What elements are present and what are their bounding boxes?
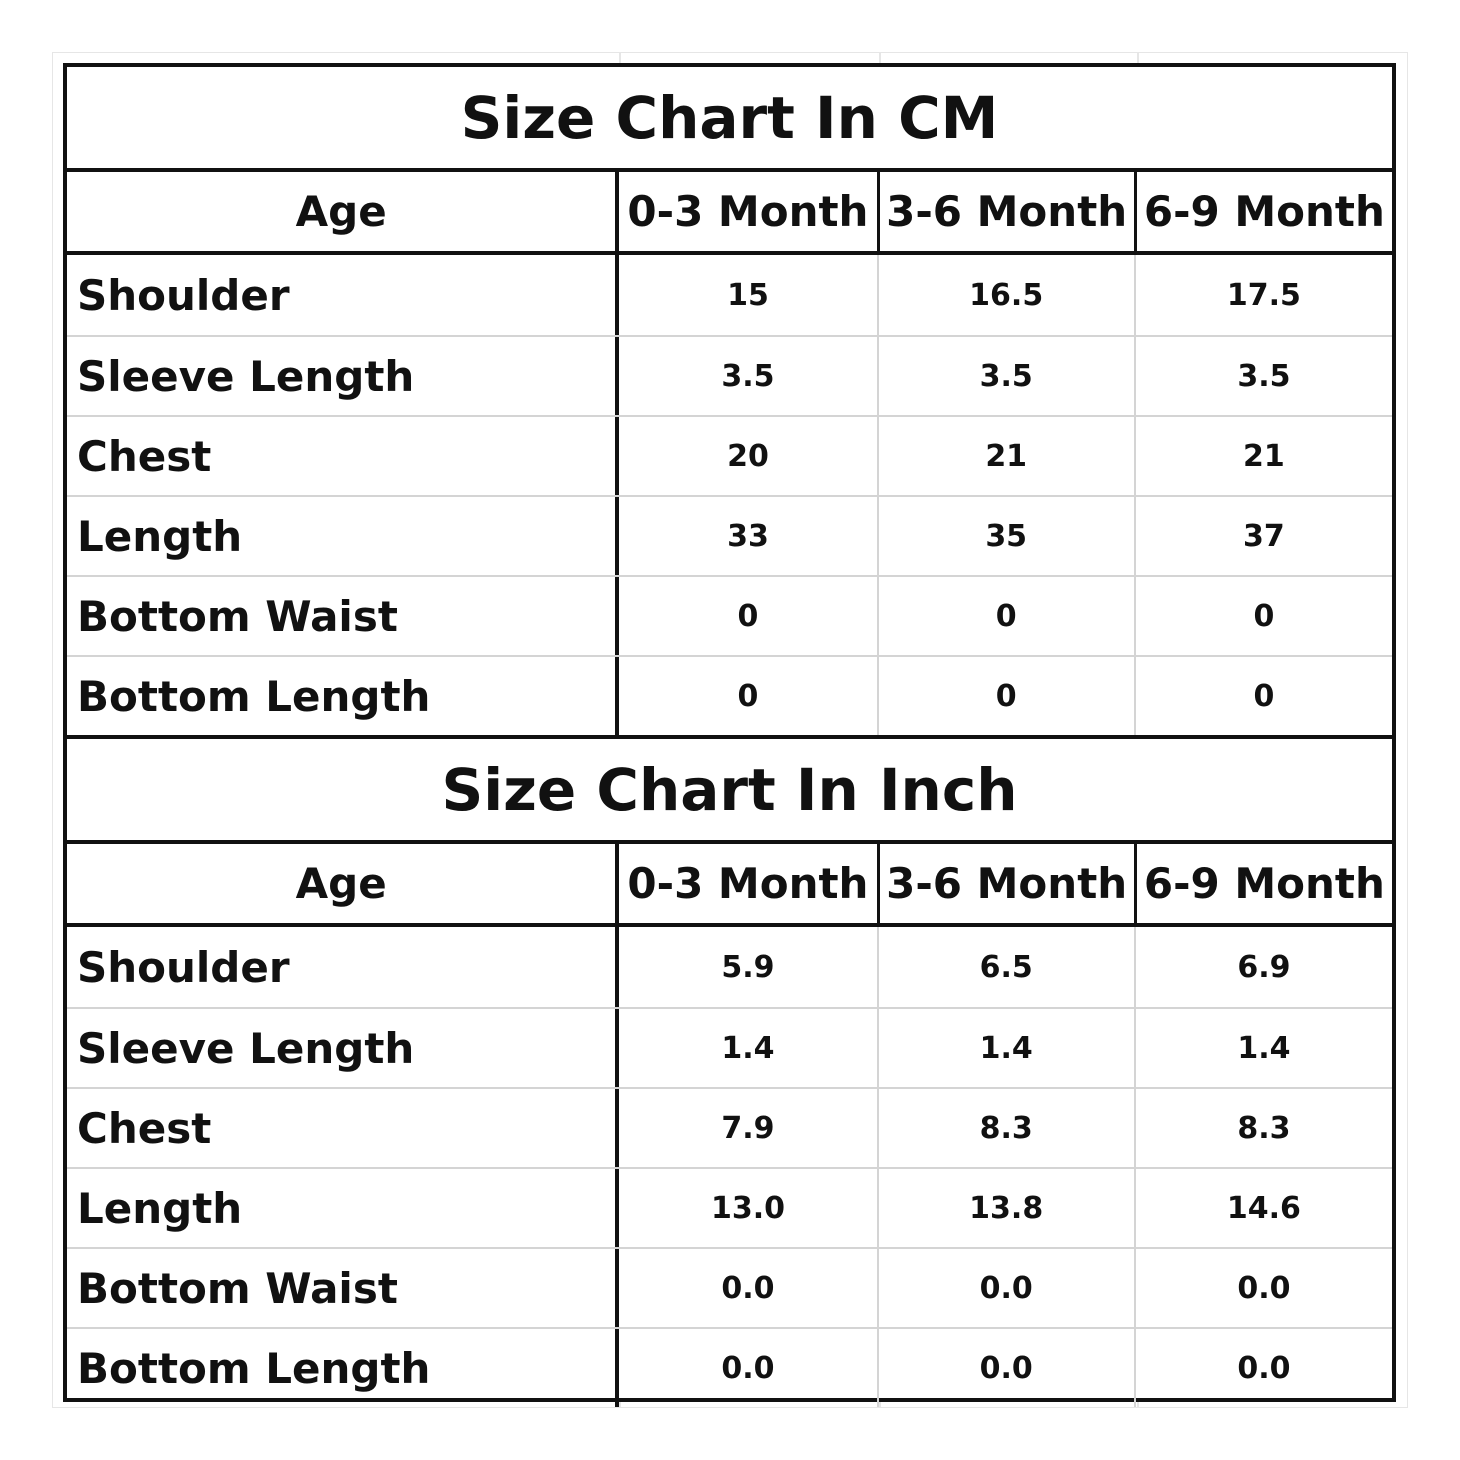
row-label-chest: Chest — [67, 417, 620, 495]
cell-value: 8.3 — [876, 1089, 1134, 1167]
cm-chart-title: Size Chart In CM — [460, 83, 999, 152]
inch-header-age: Age — [67, 844, 620, 923]
cell-value: 1.4 — [1133, 1009, 1392, 1087]
row-label-sleeve-length: Sleeve Length — [67, 337, 620, 415]
inch-size-chart: Size Chart In Inch Age 0-3 Month 3-6 Mon… — [67, 735, 1392, 1407]
table-row: Sleeve Length 1.4 1.4 1.4 — [67, 1007, 1392, 1087]
table-row: Bottom Waist 0.0 0.0 0.0 — [67, 1247, 1392, 1327]
inch-header-col-6-9: 6-9 Month — [1133, 844, 1392, 923]
cell-value: 33 — [727, 518, 769, 554]
cell-value: 0.0 — [721, 1270, 775, 1306]
cell-value: 8.3 — [1133, 1089, 1392, 1167]
cell-value: 17.5 — [1133, 255, 1392, 335]
row-label-length: Length — [67, 497, 620, 575]
cm-chart-title-row: Size Chart In CM — [67, 67, 1392, 172]
row-label-bottom-length: Bottom Length — [67, 657, 620, 735]
row-label-bottom-length: Bottom Length — [67, 1329, 620, 1407]
cell-value: 0.0 — [721, 1350, 775, 1386]
table-row: Bottom Waist 0 0 0 — [67, 575, 1392, 655]
table-row: Shoulder 15 16.5 17.5 — [67, 255, 1392, 335]
row-label-shoulder: Shoulder — [67, 927, 620, 1007]
cm-size-chart: Size Chart In CM Age 0-3 Month 3-6 Month… — [67, 67, 1392, 735]
cell-value: 1.4 — [721, 1030, 775, 1066]
table-row: Length 13.0 13.8 14.6 — [67, 1167, 1392, 1247]
cell-value: 21 — [1133, 417, 1392, 495]
cm-header-row: Age 0-3 Month 3-6 Month 6-9 Month — [67, 172, 1392, 255]
cell-value: 3.5 — [876, 337, 1134, 415]
cell-value: 20 — [727, 438, 769, 474]
cell-value: 3.5 — [721, 358, 775, 394]
cell-value: 14.6 — [1133, 1169, 1392, 1247]
inch-chart-title: Size Chart In Inch — [441, 755, 1018, 824]
cell-value: 13.8 — [876, 1169, 1134, 1247]
inch-header-row: Age 0-3 Month 3-6 Month 6-9 Month — [67, 844, 1392, 927]
cell-value: 13.0 — [710, 1190, 785, 1226]
inch-chart-title-row: Size Chart In Inch — [67, 739, 1392, 844]
cell-value: 5.9 — [721, 949, 775, 985]
table-row: Chest 20 21 21 — [67, 415, 1392, 495]
cell-value: 0 — [737, 598, 759, 634]
cell-value: 6.5 — [876, 927, 1134, 1007]
cell-value: 1.4 — [876, 1009, 1134, 1087]
cell-value: 0.0 — [876, 1329, 1134, 1407]
cell-value: 0.0 — [1133, 1249, 1392, 1327]
table-row: Bottom Length 0 0 0 — [67, 655, 1392, 735]
table-row: Bottom Length 0.0 0.0 0.0 — [67, 1327, 1392, 1407]
table-row: Sleeve Length 3.5 3.5 3.5 — [67, 335, 1392, 415]
row-label-length: Length — [67, 1169, 620, 1247]
cell-value: 16.5 — [876, 255, 1134, 335]
cell-value: 0 — [876, 657, 1134, 735]
cell-value: 0.0 — [876, 1249, 1134, 1327]
row-label-bottom-waist: Bottom Waist — [67, 1249, 620, 1327]
cell-value: 0 — [737, 678, 759, 714]
cell-value: 37 — [1133, 497, 1392, 575]
table-row: Length 33 35 37 — [67, 495, 1392, 575]
cell-value: 0 — [876, 577, 1134, 655]
cell-value: 6.9 — [1133, 927, 1392, 1007]
cm-header-col-6-9: 6-9 Month — [1133, 172, 1392, 251]
cm-header-age: Age — [67, 172, 620, 251]
row-label-chest: Chest — [67, 1089, 620, 1167]
table-row: Chest 7.9 8.3 8.3 — [67, 1087, 1392, 1167]
cell-value: 7.9 — [721, 1110, 775, 1146]
row-label-sleeve-length: Sleeve Length — [67, 1009, 620, 1087]
cm-header-col-3-6: 3-6 Month — [876, 172, 1134, 251]
row-label-bottom-waist: Bottom Waist — [67, 577, 620, 655]
table-row: Shoulder 5.9 6.5 6.9 — [67, 927, 1392, 1007]
row-label-shoulder: Shoulder — [67, 255, 620, 335]
cell-value: 3.5 — [1133, 337, 1392, 415]
cell-value: 35 — [876, 497, 1134, 575]
cm-header-col-0-3: 0-3 Month — [627, 187, 869, 236]
cell-value: 15 — [727, 277, 769, 313]
size-chart-sheet: Size Chart In CM Age 0-3 Month 3-6 Month… — [63, 63, 1396, 1407]
cell-value: 0 — [1133, 657, 1392, 735]
inch-header-col-0-3: 0-3 Month — [627, 859, 869, 908]
cell-value: 21 — [876, 417, 1134, 495]
inch-header-col-3-6: 3-6 Month — [876, 844, 1134, 923]
cell-value: 0.0 — [1133, 1329, 1392, 1407]
cell-value: 0 — [1133, 577, 1392, 655]
